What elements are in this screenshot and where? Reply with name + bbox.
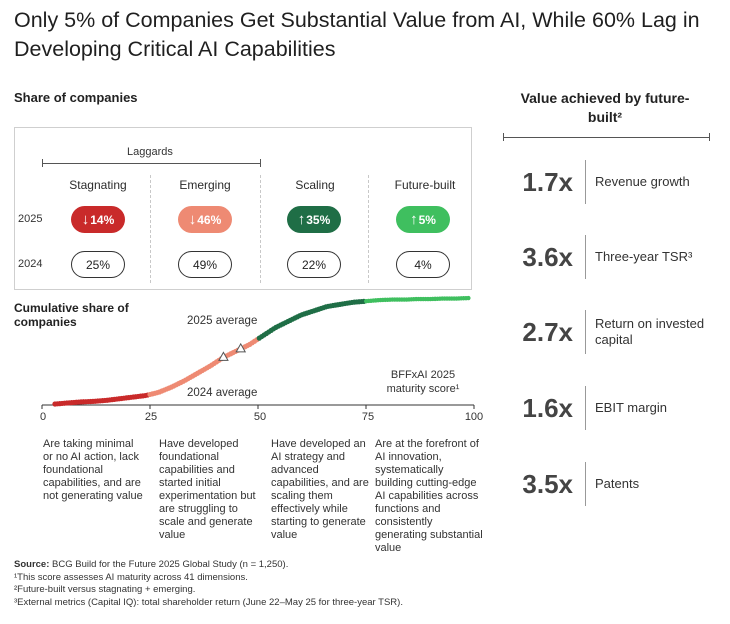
- desc-scaling: Have developed an AI strategy and advanc…: [271, 438, 369, 541]
- laggards-bracket-left: [42, 159, 43, 167]
- tick-label-75: 75: [361, 411, 375, 423]
- tick-label-25: 25: [144, 411, 158, 423]
- row-label-2024: 2024: [18, 258, 43, 270]
- avg-2025-label: 2025 average: [187, 315, 258, 327]
- avg-2024-label: 2024 average: [187, 387, 258, 399]
- maturity-score-label: BFFxAI 2025 maturity score¹: [386, 369, 460, 395]
- divider-75: [368, 175, 369, 283]
- tick-label-100: 100: [464, 411, 484, 423]
- chart-title: Only 5% of Companies Get Substantial Val…: [14, 8, 700, 61]
- curve-dot: [466, 295, 471, 301]
- footnote-2: ²Future-built versus stagnating + emergi…: [14, 584, 196, 595]
- metric-revenue-growth: 1.7x Revenue growth: [503, 160, 718, 204]
- divider-25: [150, 175, 151, 283]
- laggards-label: Laggards: [127, 146, 173, 158]
- cumulative-share-label: Cumulative share of companies: [14, 301, 129, 329]
- pill-2025-emerging: ↓ 46%: [178, 206, 232, 233]
- avg-2025-marker: [235, 342, 247, 353]
- pill-2025-future-built: ↑ 5%: [396, 206, 450, 233]
- value-rule-right: [709, 133, 710, 141]
- category-emerging: Emerging: [179, 178, 231, 192]
- desc-stagnating: Are taking minimal or no AI action, lack…: [43, 438, 143, 502]
- arrow-up-icon: ↑: [297, 211, 306, 228]
- pill-2025-stagnating: ↓ 14%: [71, 206, 125, 233]
- avg-2024-marker: [218, 351, 229, 361]
- pill-2025-scaling: ↑ 35%: [287, 206, 341, 233]
- desc-emerging: Have developed foundational capabilities…: [159, 438, 256, 541]
- laggards-bracket: [42, 163, 260, 164]
- tick-label-0: 0: [39, 411, 47, 423]
- metric-return-on-capital: 2.7x Return on invested capital: [503, 310, 718, 354]
- pill-2024-stagnating: 25%: [71, 251, 125, 278]
- metric-ebit-margin: 1.6x EBIT margin: [503, 386, 718, 430]
- share-panel: [14, 127, 472, 290]
- footer-notes: Source: BCG Build for the Future 2025 Gl…: [14, 559, 403, 609]
- source-line: Source: BCG Build for the Future 2025 Gl…: [14, 559, 289, 570]
- arrow-down-icon: ↓: [81, 211, 90, 228]
- row-label-2025: 2025: [18, 213, 43, 225]
- arrow-down-icon: ↓: [188, 211, 197, 228]
- footnote-3: ³External metrics (Capital IQ): total sh…: [14, 596, 403, 608]
- arrow-up-icon: ↑: [410, 211, 418, 228]
- pill-2024-emerging: 49%: [178, 251, 232, 278]
- value-achieved-heading: Value achieved by future-built²: [520, 90, 690, 125]
- share-of-companies-label: Share of companies: [14, 90, 138, 105]
- category-scaling: Scaling: [295, 178, 335, 192]
- metric-three-year-tsr: 3.6x Three-year TSR³: [503, 235, 718, 279]
- category-future-built: Future-built: [394, 178, 456, 192]
- desc-future-built: Are at the forefront of AI innovation, s…: [375, 438, 483, 554]
- laggards-bracket-right: [260, 159, 261, 167]
- category-stagnating: Stagnating: [69, 178, 127, 192]
- pill-2024-scaling: 22%: [287, 251, 341, 278]
- footnote-1: ¹This score assesses AI maturity across …: [14, 571, 248, 583]
- pill-2024-future-built: 4%: [396, 251, 450, 278]
- tick-label-50: 50: [253, 411, 267, 423]
- value-rule-left: [503, 133, 504, 141]
- metric-patents: 3.5x Patents: [503, 462, 718, 506]
- value-heading-rule: [503, 137, 709, 138]
- divider-50: [260, 175, 261, 283]
